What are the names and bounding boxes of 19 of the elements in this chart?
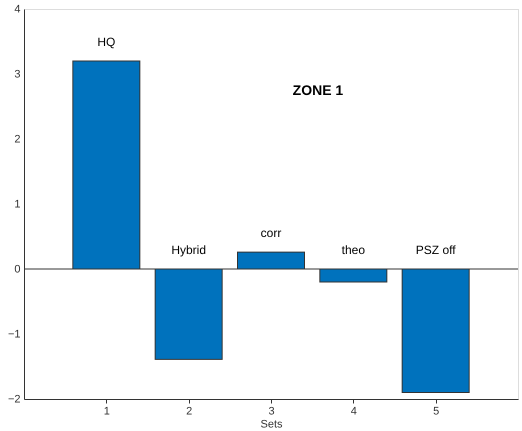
annotation: PSZ off bbox=[416, 243, 456, 257]
y-tick-label: 1 bbox=[14, 198, 20, 210]
y-tick-label: −1 bbox=[8, 328, 20, 340]
annotation: HQ bbox=[97, 35, 116, 49]
x-tick-label: 1 bbox=[104, 406, 110, 418]
annotation: theo bbox=[342, 243, 366, 257]
y-tick-label: 0 bbox=[14, 264, 20, 276]
x-tick-label: 3 bbox=[268, 406, 275, 418]
y-tick-label: −2 bbox=[8, 394, 20, 406]
x-tick-label: 2 bbox=[186, 406, 192, 418]
x-tick-label: 4 bbox=[350, 406, 357, 418]
y-tick-label: 4 bbox=[14, 4, 20, 16]
y-tick-label: 2 bbox=[14, 134, 20, 146]
x-axis-title: Sets bbox=[260, 418, 284, 430]
x-tick-label: 5 bbox=[433, 406, 440, 418]
annotation: Hybrid bbox=[171, 243, 206, 257]
y-tick-label: 3 bbox=[14, 68, 20, 80]
annotation: corr bbox=[260, 226, 282, 240]
annotation: ZONE 1 bbox=[292, 82, 344, 98]
